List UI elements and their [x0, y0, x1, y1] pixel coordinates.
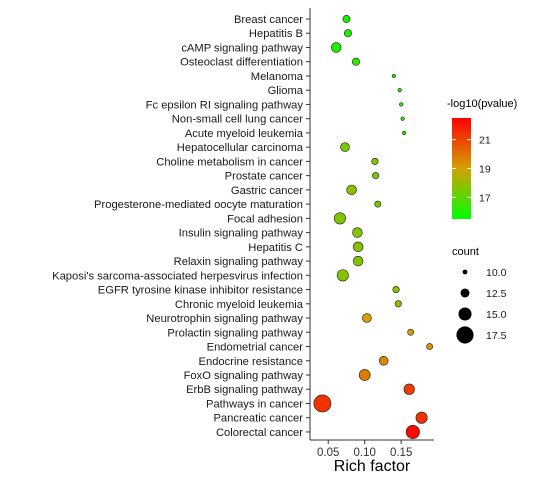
size-legend-dot — [462, 269, 468, 275]
color-legend: -log10(pvalue) 21 19 17 — [447, 98, 517, 219]
x-tick-label: 0.05 — [317, 447, 339, 459]
data-point — [313, 394, 332, 413]
data-point — [340, 142, 350, 152]
category-label: Hepatocellular carcinoma — [177, 142, 304, 154]
data-point — [331, 42, 342, 53]
size-legend-label: 10.0 — [486, 267, 507, 279]
data-point — [352, 241, 364, 253]
category-label: Prostate cancer — [225, 171, 304, 183]
color-legend-label: 21 — [479, 135, 491, 147]
category-label: EGFR tyrosine kinase inhibitor resistanc… — [98, 285, 303, 297]
data-point — [415, 411, 428, 424]
size-legend-label: 12.5 — [486, 288, 507, 300]
category-label: Neurotrophin signaling pathway — [146, 313, 303, 325]
data-points — [313, 15, 433, 439]
x-axis-ticks: 0.05 0.10 0.15 — [317, 440, 412, 459]
size-legend-dot — [460, 288, 470, 298]
category-label: Gastric cancer — [231, 185, 303, 197]
data-point — [402, 130, 407, 135]
category-label: Glioma — [268, 85, 304, 97]
category-label: Kaposi's sarcoma-associated herpesvirus … — [52, 270, 303, 282]
size-legend: count 10.0 12.5 15.0 17.5 — [452, 246, 507, 344]
size-legend-dot — [458, 307, 472, 321]
category-label: Pancreatic cancer — [213, 413, 303, 425]
category-label: Fc epsilon RI signaling pathway — [146, 99, 304, 111]
x-axis-title: Rich factor — [334, 458, 411, 475]
data-point — [394, 300, 402, 308]
data-point — [362, 313, 372, 323]
data-point — [342, 15, 351, 23]
data-point — [407, 328, 415, 336]
data-point — [374, 200, 382, 208]
x-tick-label: 0.10 — [354, 447, 376, 459]
color-legend-label: 19 — [479, 164, 491, 176]
category-label: Breast cancer — [234, 14, 303, 26]
category-label: Endocrine resistance — [199, 356, 303, 368]
category-label: Colorectal cancer — [216, 427, 303, 439]
size-legend-dot — [456, 326, 474, 344]
color-legend-label: 17 — [479, 192, 491, 204]
category-label: FoxO signaling pathway — [184, 370, 304, 382]
category-label: Non-small cell lung cancer — [172, 114, 303, 126]
color-legend-ticks: 21 19 17 — [452, 135, 491, 204]
data-point — [399, 102, 404, 107]
data-point — [343, 29, 352, 38]
category-label: Insulin signaling pathway — [179, 228, 304, 240]
category-label: Endometrial cancer — [207, 342, 304, 354]
category-label: Chronic myeloid leukemia — [175, 299, 304, 311]
data-point — [378, 355, 389, 366]
data-point — [391, 73, 396, 79]
category-label: ErbB signaling pathway — [186, 384, 303, 396]
category-label: Choline metabolism in cancer — [156, 156, 303, 168]
category-label: Prolactin signaling pathway — [167, 327, 303, 339]
data-point — [403, 383, 415, 395]
data-point — [371, 157, 379, 165]
data-point — [397, 88, 402, 93]
category-label: cAMP signaling pathway — [181, 42, 303, 54]
data-point — [336, 269, 349, 282]
category-label: Hepatitis B — [249, 28, 303, 40]
category-label: Pathways in cancer — [206, 398, 303, 410]
y-axis-ticks — [306, 18, 310, 433]
size-legend-title: count — [452, 246, 479, 258]
data-point — [372, 172, 380, 180]
data-point — [352, 255, 364, 267]
category-label: Melanoma — [251, 71, 304, 83]
plot-panel — [309, 7, 435, 441]
category-label: Progesterone-mediated oocyte maturation — [94, 199, 303, 211]
data-point — [352, 227, 363, 238]
category-labels: Breast cancer Hepatitis B cAMP signaling p… — [52, 14, 304, 439]
data-point — [358, 369, 371, 381]
category-label: Relaxin signaling pathway — [174, 256, 304, 268]
data-point — [333, 212, 346, 225]
data-point — [392, 286, 400, 294]
data-point — [405, 424, 420, 439]
data-point — [346, 184, 357, 196]
data-point — [400, 116, 405, 121]
category-label: Hepatitis C — [248, 242, 303, 254]
data-point — [352, 57, 360, 66]
data-point — [426, 343, 433, 350]
color-legend-bar — [452, 118, 471, 219]
category-label: Acute myeloid leukemia — [185, 128, 304, 140]
category-label: Osteoclast differentiation — [180, 57, 303, 69]
color-legend-title: -log10(pvalue) — [447, 98, 517, 110]
size-legend-label: 15.0 — [486, 309, 507, 321]
size-legend-label: 17.5 — [486, 330, 507, 342]
x-tick-label: 0.15 — [390, 447, 412, 459]
category-label: Focal adhesion — [227, 213, 303, 225]
size-legend-items: 10.0 12.5 15.0 17.5 — [456, 267, 507, 344]
